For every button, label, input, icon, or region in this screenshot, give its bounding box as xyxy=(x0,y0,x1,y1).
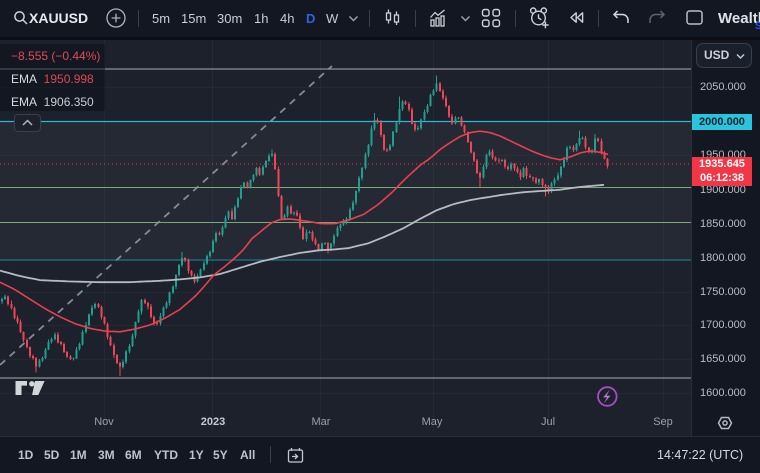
svg-text:Nov: Nov xyxy=(94,416,114,428)
svg-text:May: May xyxy=(422,416,443,428)
svg-text:2023: 2023 xyxy=(201,416,225,428)
svg-text:Sep: Sep xyxy=(653,416,673,428)
svg-text:Mar: Mar xyxy=(312,416,331,428)
svg-text:Jul: Jul xyxy=(541,416,555,428)
